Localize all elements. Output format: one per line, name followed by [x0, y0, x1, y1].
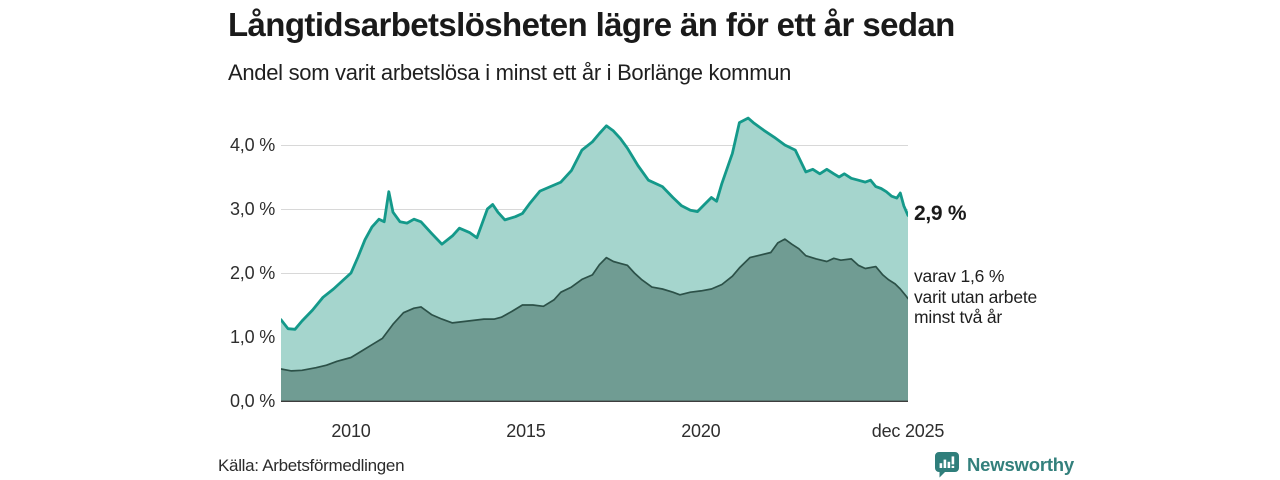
y-tick-label: 0,0 %: [229, 391, 275, 411]
series-end-note-line: varit utan arbete: [914, 286, 1038, 307]
newsworthy-logo-icon: [934, 451, 960, 478]
page-title: Långtidsarbetslösheten lägre än för ett …: [228, 6, 955, 43]
series-end-note-line: varav 1,6 %: [914, 266, 1005, 286]
y-tick-label: 1,0 %: [229, 327, 275, 347]
page-subtitle: Andel som varit arbetslösa i minst ett å…: [228, 60, 792, 85]
series-end-value-label: 2,9 %: [914, 202, 967, 225]
x-tick-label: dec 2025: [871, 421, 945, 441]
x-tick-label: 2015: [506, 421, 546, 441]
area-series-1: [281, 239, 908, 401]
series-end-note-line: minst två år: [914, 307, 1003, 327]
y-tick-label: 4,0 %: [229, 135, 275, 155]
series-end-note: varav 1,6 % varit utan arbete minst två …: [914, 266, 1037, 328]
newsworthy-logo-text: Newsworthy: [967, 454, 1074, 475]
chart-svg: [281, 116, 908, 402]
y-tick-label: 2,0 %: [229, 263, 275, 283]
x-tick-label: 2020: [681, 421, 721, 441]
x-tick-label: 2010: [331, 421, 371, 441]
line-series-0: [281, 116, 908, 331]
y-tick-label: 3,0 %: [229, 199, 275, 219]
newsworthy-logo[interactable]: Newsworthy: [934, 451, 1074, 478]
line-series-1: [281, 238, 908, 372]
source-credit: Källa: Arbetsförmedlingen: [218, 456, 405, 475]
